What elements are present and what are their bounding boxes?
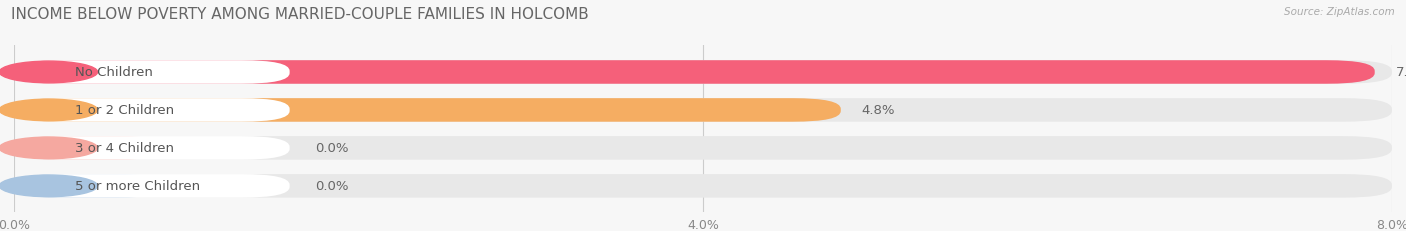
- Text: Source: ZipAtlas.com: Source: ZipAtlas.com: [1284, 7, 1395, 17]
- Text: No Children: No Children: [75, 66, 153, 79]
- Circle shape: [0, 62, 97, 83]
- Circle shape: [0, 100, 97, 121]
- FancyBboxPatch shape: [14, 61, 1375, 84]
- FancyBboxPatch shape: [14, 61, 1392, 84]
- FancyBboxPatch shape: [14, 174, 1392, 198]
- Text: INCOME BELOW POVERTY AMONG MARRIED-COUPLE FAMILIES IN HOLCOMB: INCOME BELOW POVERTY AMONG MARRIED-COUPL…: [11, 7, 589, 22]
- Text: 5 or more Children: 5 or more Children: [75, 179, 200, 192]
- FancyBboxPatch shape: [14, 61, 290, 84]
- Text: 7.9%: 7.9%: [1395, 66, 1406, 79]
- Circle shape: [0, 137, 97, 159]
- FancyBboxPatch shape: [14, 174, 166, 198]
- FancyBboxPatch shape: [14, 99, 841, 122]
- FancyBboxPatch shape: [14, 99, 290, 122]
- FancyBboxPatch shape: [14, 137, 1392, 160]
- FancyBboxPatch shape: [14, 137, 290, 160]
- Text: 1 or 2 Children: 1 or 2 Children: [75, 104, 174, 117]
- FancyBboxPatch shape: [14, 99, 1392, 122]
- Text: 3 or 4 Children: 3 or 4 Children: [75, 142, 174, 155]
- Circle shape: [0, 175, 97, 197]
- Text: 0.0%: 0.0%: [315, 142, 349, 155]
- FancyBboxPatch shape: [14, 174, 290, 198]
- Text: 4.8%: 4.8%: [862, 104, 896, 117]
- FancyBboxPatch shape: [14, 137, 166, 160]
- Text: 0.0%: 0.0%: [315, 179, 349, 192]
